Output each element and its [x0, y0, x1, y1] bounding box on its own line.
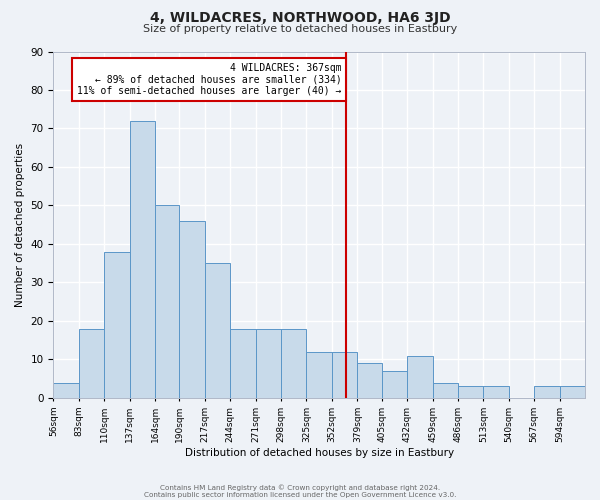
Bar	[281, 328, 307, 398]
Bar	[130, 121, 155, 398]
Bar	[205, 263, 230, 398]
Bar	[179, 221, 205, 398]
Bar	[458, 386, 484, 398]
Bar	[79, 328, 104, 398]
Y-axis label: Number of detached properties: Number of detached properties	[15, 142, 25, 307]
Text: 4, WILDACRES, NORTHWOOD, HA6 3JD: 4, WILDACRES, NORTHWOOD, HA6 3JD	[149, 11, 451, 25]
Bar	[230, 328, 256, 398]
Bar	[256, 328, 281, 398]
Bar	[332, 352, 358, 398]
Bar	[484, 386, 509, 398]
Bar	[433, 382, 458, 398]
X-axis label: Distribution of detached houses by size in Eastbury: Distribution of detached houses by size …	[185, 448, 454, 458]
Bar	[155, 206, 179, 398]
Bar	[307, 352, 332, 398]
Text: Size of property relative to detached houses in Eastbury: Size of property relative to detached ho…	[143, 24, 457, 34]
Bar	[358, 364, 382, 398]
Text: Contains public sector information licensed under the Open Government Licence v3: Contains public sector information licen…	[144, 492, 456, 498]
Text: Contains HM Land Registry data © Crown copyright and database right 2024.: Contains HM Land Registry data © Crown c…	[160, 484, 440, 491]
Bar	[382, 371, 407, 398]
Bar	[104, 252, 130, 398]
Bar	[53, 382, 79, 398]
Bar	[534, 386, 560, 398]
Text: 4 WILDACRES: 367sqm
← 89% of detached houses are smaller (334)
11% of semi-detac: 4 WILDACRES: 367sqm ← 89% of detached ho…	[77, 63, 341, 96]
Bar	[560, 386, 585, 398]
Bar	[407, 356, 433, 398]
